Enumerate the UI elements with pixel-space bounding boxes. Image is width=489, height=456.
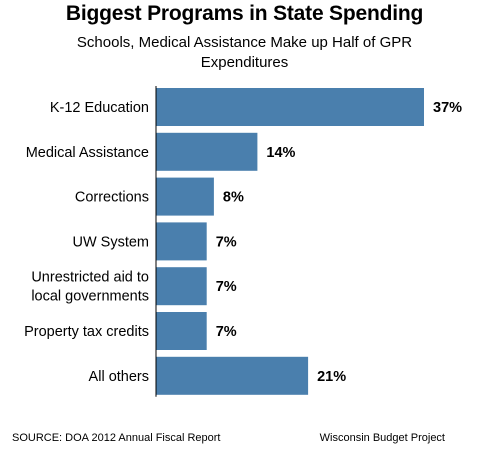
bar-k-12-education: [156, 88, 424, 126]
credit-note: Wisconsin Budget Project: [319, 432, 445, 444]
category-label-property-tax-credits: Property tax credits: [24, 324, 149, 340]
source-note: SOURCE: DOA 2012 Annual Fiscal Report: [12, 432, 221, 444]
value-label-uw-system: 7%: [216, 234, 237, 250]
value-label-k-12-education: 37%: [433, 100, 462, 116]
value-label-all-others: 21%: [317, 369, 346, 385]
value-labels-group: 37% 14% 8% 7% 7% 7% 21%: [216, 100, 462, 385]
category-labels-group: K-12 Education Medical Assistance Correcti…: [24, 100, 149, 385]
bar-property-tax-credits: [156, 312, 207, 350]
bar-corrections: [156, 177, 214, 216]
chart-subtitle: Schools, Medical Assistance Make up Half…: [76, 34, 413, 71]
category-label-uw-system: UW System: [72, 234, 149, 250]
value-label-unrestricted-aid-to-local-governments: 7%: [216, 279, 237, 295]
bar-medical-assistance: [156, 132, 258, 171]
chart-title: Biggest Programs in State Spending: [65, 2, 424, 25]
value-label-medical-assistance: 14%: [266, 145, 295, 161]
category-label-medical-assistance: Medical Assistance: [26, 145, 149, 161]
category-label-unrestricted-aid-to-local-governments: Unrestricted aid to local governments: [31, 270, 149, 305]
value-label-property-tax-credits: 7%: [216, 324, 237, 340]
bar-unrestricted-aid-to-local-governments: [156, 267, 207, 306]
value-label-corrections: 8%: [223, 190, 244, 206]
bars-group: [156, 88, 424, 395]
category-label-k-12-education: K-12 Education: [50, 100, 149, 116]
category-label-corrections: Corrections: [75, 190, 149, 206]
category-label-all-others: All others: [89, 369, 149, 385]
bar-uw-system: [156, 222, 207, 261]
bar-all-others: [156, 356, 309, 395]
